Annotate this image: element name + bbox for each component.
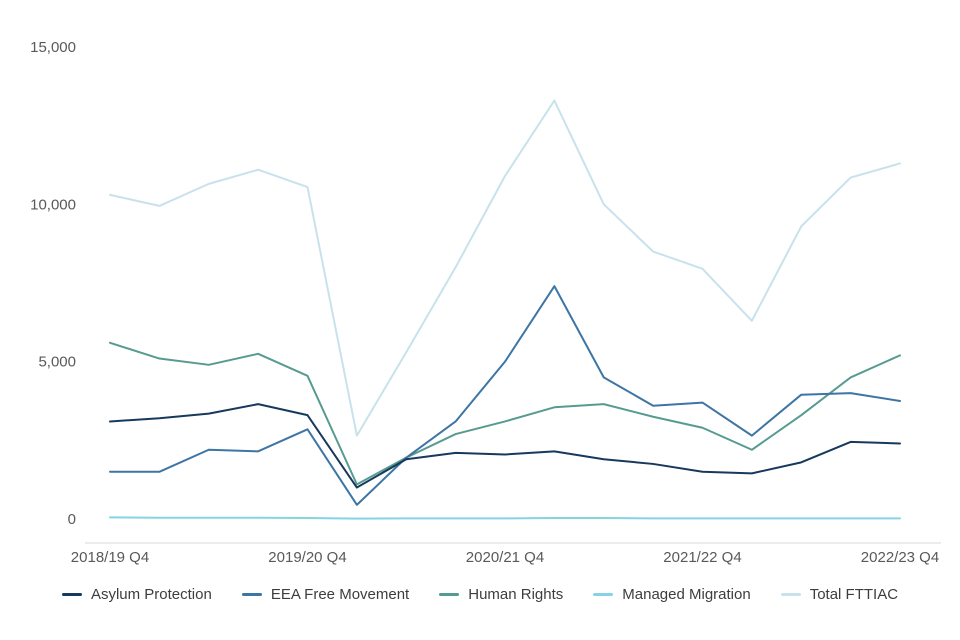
series-line-managed-migration [109, 516, 901, 520]
legend-label-human-rights: Human Rights [468, 586, 564, 603]
series-line-human-rights [109, 341, 901, 486]
y-tick-label: 0 [68, 511, 76, 528]
series-line-eea-free-movement [109, 285, 901, 506]
legend-label-asylum-protection: Asylum Protection [90, 586, 212, 603]
legend-item-total-fttiac: Total FTTIAC [780, 586, 899, 603]
x-tick-label: 2019/20 Q4 [268, 549, 346, 566]
legend-label-total-fttiac: Total FTTIAC [809, 586, 899, 603]
y-tick-label: 10,000 [30, 196, 76, 213]
legend-swatch-managed-migration [593, 593, 614, 596]
x-tick-label: 2021/22 Q4 [663, 549, 741, 566]
x-tick-label: 2020/21 Q4 [466, 549, 544, 566]
line-chart: 0 5,000 10,000 15,000 2018/19 Q4 2019/20 Q4 20… [30, 39, 941, 566]
y-tick-label: 5,000 [38, 354, 76, 371]
x-tick-label: 2018/19 Q4 [71, 549, 149, 566]
y-tick-label: 15,000 [30, 39, 76, 56]
legend-swatch-human-rights [439, 593, 460, 596]
legend-item-eea-free-movement: EEA Free Movement [241, 586, 410, 603]
series-line-asylum-protection [109, 403, 901, 489]
series-line-total-fttiac [109, 99, 901, 437]
legend-item-managed-migration: Managed Migration [593, 586, 751, 603]
legend-swatch-asylum-protection [61, 593, 82, 596]
legend: Asylum Protection EEA Free Movement Huma… [0, 586, 960, 603]
legend-item-human-rights: Human Rights [439, 586, 563, 603]
x-tick-label: 2022/23 Q4 [861, 549, 939, 566]
legend-swatch-total-fttiac [780, 593, 801, 596]
legend-label-eea-free-movement: EEA Free Movement [270, 586, 410, 603]
legend-label-managed-migration: Managed Migration [622, 586, 751, 603]
legend-swatch-eea-free-movement [241, 593, 262, 596]
legend-item-asylum-protection: Asylum Protection [61, 586, 212, 603]
